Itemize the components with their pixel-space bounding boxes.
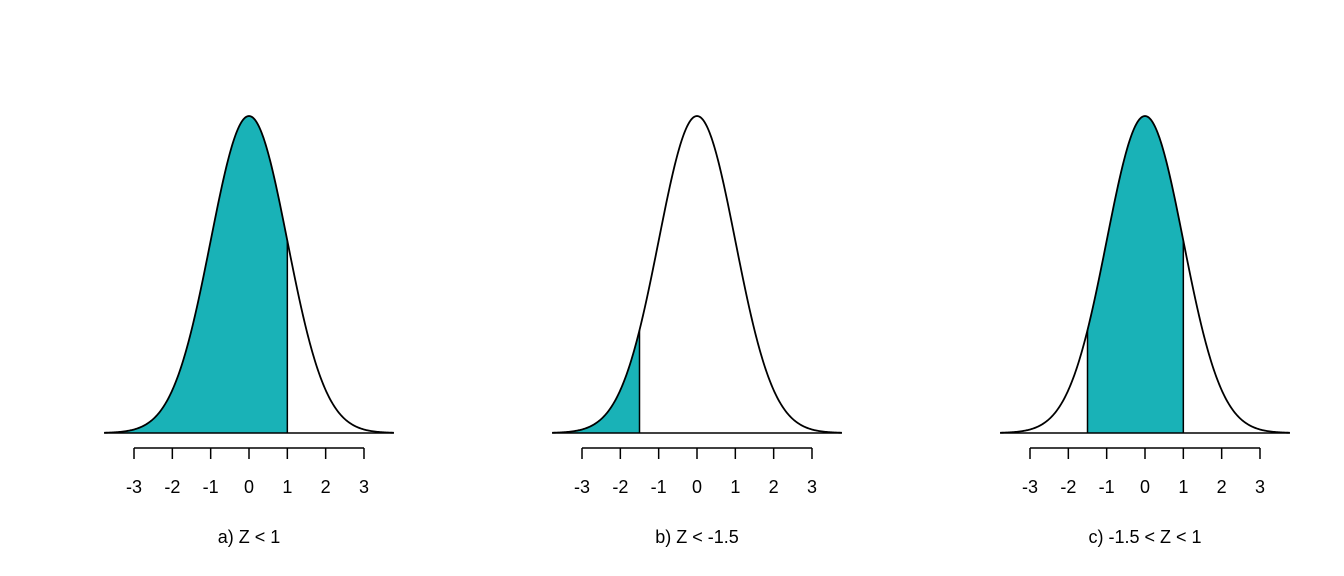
caption: c) -1.5 < Z < 1 xyxy=(1088,527,1201,547)
x-tick-label: 0 xyxy=(1140,477,1150,497)
density-curve xyxy=(104,115,394,434)
x-tick-label: -2 xyxy=(612,477,628,497)
caption: b) Z < -1.5 xyxy=(655,527,739,547)
x-tick-label: -1 xyxy=(651,477,667,497)
x-tick-label: -1 xyxy=(203,477,219,497)
density-curve xyxy=(1000,115,1290,434)
x-tick-label: 0 xyxy=(692,477,702,497)
x-tick-label: -1 xyxy=(1099,477,1115,497)
x-tick-label: -3 xyxy=(1022,477,1038,497)
x-tick-label: 1 xyxy=(730,477,740,497)
x-tick-label: 1 xyxy=(282,477,292,497)
x-tick-label: 3 xyxy=(807,477,817,497)
x-tick-label: -2 xyxy=(1060,477,1076,497)
x-tick-label: -3 xyxy=(126,477,142,497)
shaded-area xyxy=(1087,116,1184,433)
density-curve xyxy=(552,115,842,434)
x-tick-label: 1 xyxy=(1178,477,1188,497)
caption: a) Z < 1 xyxy=(218,527,281,547)
x-tick-label: -3 xyxy=(574,477,590,497)
shaded-area xyxy=(552,330,640,433)
x-tick-label: -2 xyxy=(164,477,180,497)
x-tick-label: 2 xyxy=(1217,477,1227,497)
x-tick-label: 2 xyxy=(321,477,331,497)
x-tick-label: 3 xyxy=(1255,477,1265,497)
x-tick-label: 0 xyxy=(244,477,254,497)
x-tick-label: 3 xyxy=(359,477,369,497)
shaded-area xyxy=(104,116,288,433)
x-tick-label: 2 xyxy=(769,477,779,497)
